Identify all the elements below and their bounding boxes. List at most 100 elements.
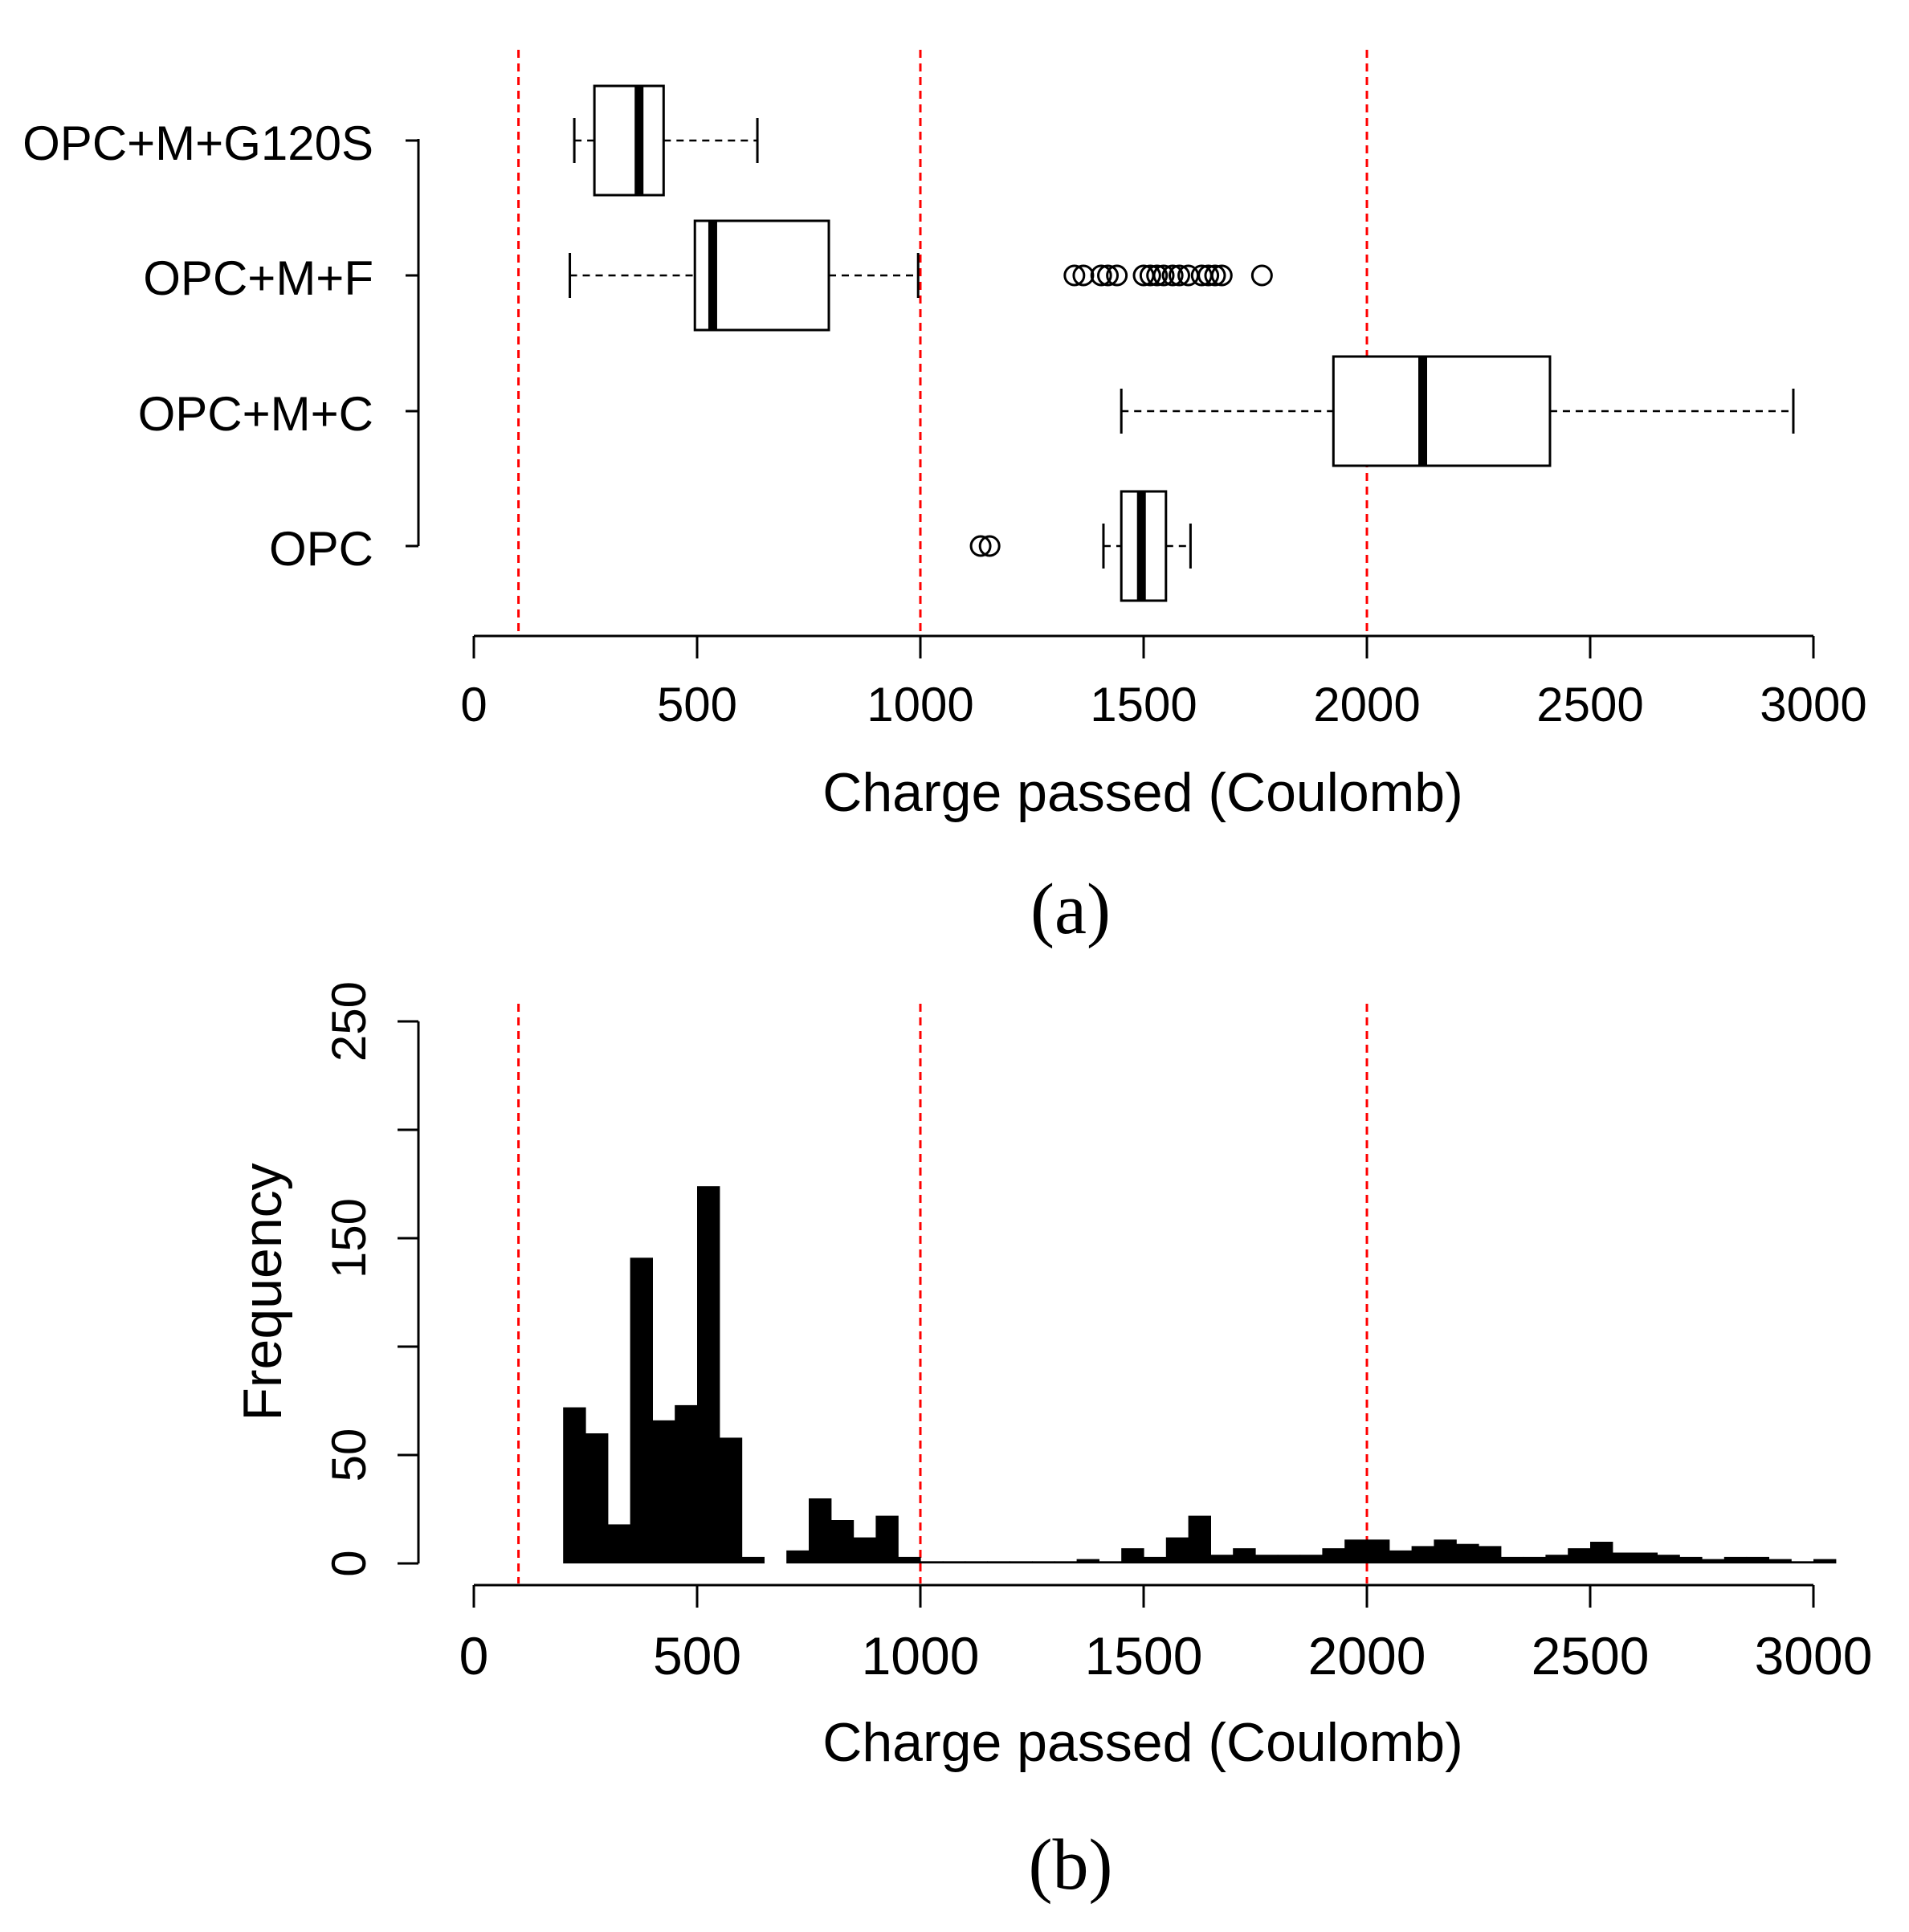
x-tick-label: 1000 xyxy=(862,1626,980,1685)
y-tick-label: 0 xyxy=(322,1550,376,1576)
histogram-bar xyxy=(1479,1546,1502,1563)
histogram-bar xyxy=(1679,1556,1703,1563)
group-label: OPC+M+G120S xyxy=(22,116,373,170)
histogram-bar xyxy=(1746,1556,1769,1563)
x-axis-ticks: 0 500 1000 1500 2000 2500 3000 xyxy=(459,1585,1873,1685)
histogram-bar xyxy=(630,1257,653,1563)
histogram-bar xyxy=(1545,1555,1568,1563)
histogram-bar xyxy=(1813,1559,1837,1563)
histogram-bar xyxy=(1121,1548,1144,1563)
y-axis-ticks: 0 50 150 250 xyxy=(322,981,418,1577)
histogram-bars xyxy=(563,1186,1837,1563)
histogram-bar xyxy=(1144,1556,1167,1563)
box-OPC xyxy=(969,490,1192,602)
histogram-bar xyxy=(987,1561,1010,1563)
x-tick-label: 500 xyxy=(653,1626,741,1685)
histogram-bar xyxy=(965,1561,988,1563)
x-axis-ticks: 0 500 1000 1500 2000 2500 3000 xyxy=(460,636,1867,732)
histogram-bar xyxy=(1411,1546,1434,1563)
x-tick-label: 2000 xyxy=(1308,1626,1426,1685)
x-tick-label: 1500 xyxy=(1085,1626,1203,1685)
histogram-bar xyxy=(1076,1559,1099,1563)
histogram-bar xyxy=(1456,1543,1479,1563)
histogram-bar xyxy=(652,1420,675,1563)
reference-lines xyxy=(517,1004,1369,1584)
histogram-bar xyxy=(1612,1552,1636,1563)
histogram-bar xyxy=(1233,1548,1256,1563)
histogram-bar xyxy=(1367,1539,1390,1563)
histogram-bar xyxy=(875,1515,899,1563)
group-label: OPC+M+F xyxy=(143,251,373,305)
outlier-point xyxy=(1250,264,1273,287)
x-tick-label: 0 xyxy=(460,678,487,732)
x-tick-label: 3000 xyxy=(1755,1626,1873,1685)
histogram-bar xyxy=(1791,1561,1814,1563)
panel-label-a: (a) xyxy=(1030,870,1111,949)
group-labels: OPC+M+G120S OPC+M+F OPC+M+C OPC xyxy=(22,116,418,576)
outlier-point xyxy=(1161,264,1184,287)
panel-label-b: (b) xyxy=(1029,1825,1113,1905)
histogram-bar xyxy=(607,1524,631,1563)
histogram-bar xyxy=(585,1433,609,1563)
x-tick-label: 0 xyxy=(459,1626,489,1685)
histogram-bar xyxy=(1299,1555,1323,1563)
histogram-bar xyxy=(1634,1552,1658,1563)
y-tick-label: 250 xyxy=(322,981,376,1062)
histogram-bar xyxy=(898,1556,921,1563)
x-axis-label: Charge passed (Coulomb) xyxy=(822,762,1463,823)
histogram-bar xyxy=(809,1498,832,1563)
histogram-bar xyxy=(1723,1556,1748,1563)
histogram-bar xyxy=(1500,1556,1524,1563)
histogram-bar xyxy=(1768,1559,1792,1563)
histogram-bar xyxy=(1657,1555,1680,1563)
iqr-box xyxy=(1332,355,1552,467)
histogram-bar xyxy=(1344,1539,1368,1563)
outlier-point xyxy=(1146,264,1169,287)
histogram-bar xyxy=(1322,1548,1345,1563)
y-tick-label: 50 xyxy=(322,1429,376,1482)
boxes xyxy=(569,84,1795,602)
histogram-bar xyxy=(1702,1559,1725,1563)
boxplot-panel: OPC+M+G120S OPC+M+F OPC+M+C OPC 0 500 1000 150… xyxy=(22,50,1867,949)
outlier-point xyxy=(978,535,1001,557)
outlier-point xyxy=(969,535,992,557)
histogram-bar xyxy=(853,1537,876,1563)
x-tick-label: 1000 xyxy=(867,678,973,732)
outlier-point xyxy=(1106,264,1128,287)
histogram-bar xyxy=(786,1550,810,1563)
histogram-bar xyxy=(719,1437,743,1563)
outlier-point xyxy=(1152,264,1175,287)
group-label: OPC+M+C xyxy=(138,387,373,441)
group-label: OPC xyxy=(269,522,373,576)
histogram-bar xyxy=(1523,1556,1546,1563)
histogram-bar xyxy=(1010,1561,1033,1563)
histogram-bar xyxy=(1389,1550,1413,1563)
histogram-bar xyxy=(1434,1539,1457,1563)
outlier-point xyxy=(1168,264,1190,287)
outlier-point xyxy=(1139,264,1161,287)
iqr-box xyxy=(593,84,665,197)
box-OPC+M+F xyxy=(569,219,1273,332)
histogram-bar xyxy=(563,1407,586,1563)
y-tick-label: 150 xyxy=(322,1198,376,1278)
histogram-bar xyxy=(830,1520,855,1563)
x-tick-label: 3000 xyxy=(1760,678,1866,732)
outlier-point xyxy=(1204,264,1226,287)
histogram-bar xyxy=(1568,1548,1591,1563)
histogram-bar xyxy=(1255,1555,1279,1563)
histogram-bar xyxy=(1099,1561,1122,1563)
outlier-point xyxy=(1210,264,1233,287)
histogram-bar xyxy=(920,1561,944,1563)
histogram-panel: 0 50 150 250 Frequency 0 500 1000 1500 2000 2500… xyxy=(232,981,1872,1905)
x-tick-label: 500 xyxy=(657,678,737,732)
histogram-bar xyxy=(1165,1537,1189,1563)
histogram-bar xyxy=(942,1561,966,1563)
x-tick-label: 1500 xyxy=(1090,678,1197,732)
x-tick-label: 2000 xyxy=(1313,678,1420,732)
histogram-bar xyxy=(697,1186,720,1563)
histogram-bar xyxy=(741,1556,765,1563)
x-axis-label: Charge passed (Coulomb) xyxy=(822,1712,1463,1773)
outlier-point xyxy=(1063,264,1086,287)
iqr-box xyxy=(693,219,830,332)
